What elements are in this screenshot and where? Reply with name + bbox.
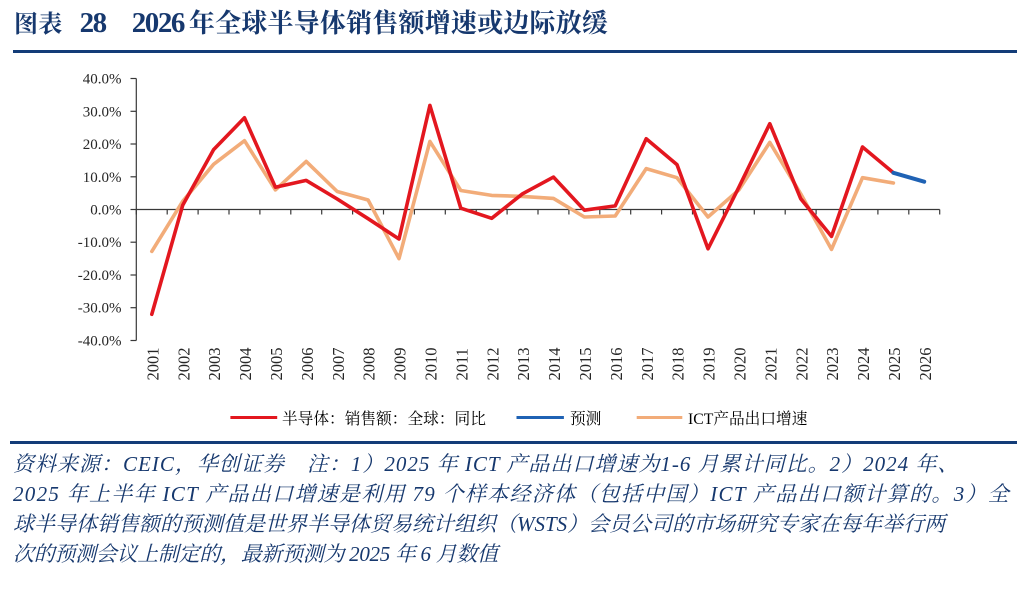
svg-text:2001: 2001: [143, 348, 162, 381]
svg-text:预测: 预测: [570, 410, 601, 428]
svg-text:2012: 2012: [483, 348, 502, 381]
svg-text:2019: 2019: [700, 348, 719, 381]
svg-text:30.0%: 30.0%: [83, 104, 122, 120]
svg-text:2025: 2025: [885, 348, 904, 381]
svg-text:ICT产品出口增速: ICT产品出口增速: [688, 410, 808, 428]
svg-text:2020: 2020: [731, 348, 750, 381]
svg-text:2007: 2007: [329, 348, 348, 381]
svg-text:0.0%: 0.0%: [90, 203, 121, 219]
svg-text:-20.0%: -20.0%: [78, 268, 122, 284]
svg-text:2009: 2009: [391, 348, 410, 381]
svg-text:2016: 2016: [607, 348, 626, 381]
svg-text:-10.0%: -10.0%: [78, 235, 122, 251]
svg-text:-40.0%: -40.0%: [78, 334, 122, 350]
svg-text:2021: 2021: [761, 348, 780, 381]
svg-text:2003: 2003: [205, 348, 224, 381]
svg-text:2011: 2011: [452, 348, 471, 380]
svg-text:20.0%: 20.0%: [83, 137, 122, 153]
svg-text:2023: 2023: [823, 348, 842, 381]
svg-text:2004: 2004: [236, 348, 255, 381]
svg-text:2017: 2017: [638, 348, 657, 381]
svg-text:2024: 2024: [854, 348, 873, 381]
svg-text:2026: 2026: [916, 348, 935, 381]
svg-text:半导体：销售额：全球：同比: 半导体：销售额：全球：同比: [282, 410, 486, 428]
svg-text:-30.0%: -30.0%: [78, 301, 122, 317]
svg-text:2018: 2018: [669, 348, 688, 381]
svg-text:2013: 2013: [514, 348, 533, 381]
svg-text:2022: 2022: [792, 348, 811, 381]
svg-text:2006: 2006: [298, 348, 317, 381]
svg-text:2002: 2002: [174, 348, 193, 381]
svg-text:2015: 2015: [576, 348, 595, 381]
svg-text:40.0%: 40.0%: [83, 72, 122, 88]
svg-text:2005: 2005: [267, 348, 286, 381]
svg-text:2010: 2010: [422, 348, 441, 381]
svg-text:2008: 2008: [360, 348, 379, 381]
svg-text:2014: 2014: [545, 348, 564, 381]
svg-text:10.0%: 10.0%: [83, 170, 122, 186]
